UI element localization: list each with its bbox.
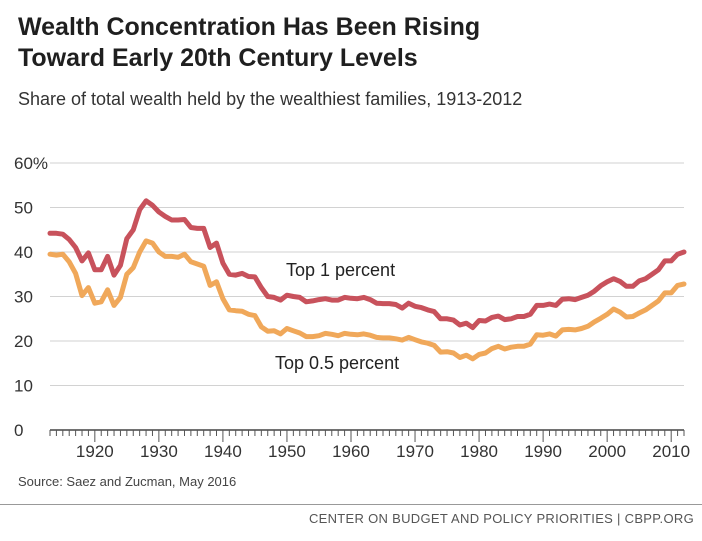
y-tick-label-30: 30 bbox=[14, 288, 33, 307]
x-tick-label-1960: 1960 bbox=[332, 442, 370, 461]
chart-title-line-2: Toward Early 20th Century Levels bbox=[18, 44, 418, 72]
x-tick-label-1940: 1940 bbox=[204, 442, 242, 461]
y-tick-label-0: 0 bbox=[14, 421, 23, 440]
x-tick-label-1990: 1990 bbox=[524, 442, 562, 461]
chart-subtitle: Share of total wealth held by the wealth… bbox=[18, 89, 523, 109]
y-tick-label-10: 10 bbox=[14, 377, 33, 396]
y-tick-label-20: 20 bbox=[14, 332, 33, 351]
x-tick-label-1970: 1970 bbox=[396, 442, 434, 461]
chart-title-line-1: Wealth Concentration Has Been Rising bbox=[18, 13, 481, 41]
label-top-1-percent: Top 1 percent bbox=[286, 260, 395, 280]
series-line-top-1-percent bbox=[47, 198, 687, 331]
x-tick-label-2010: 2010 bbox=[652, 442, 690, 461]
x-tick-label-1920: 1920 bbox=[76, 442, 114, 461]
x-tick-label-1950: 1950 bbox=[268, 442, 306, 461]
y-tick-label-60: 60% bbox=[14, 154, 48, 173]
y-axis-labels: 0 10 20 30 40 50 60% bbox=[14, 154, 48, 440]
y-tick-label-50: 50 bbox=[14, 199, 33, 218]
series-line-top-0-5-percent bbox=[47, 238, 687, 362]
label-top-0-5-percent: Top 0.5 percent bbox=[275, 353, 399, 373]
chart-title: Wealth Concentration Has Been Rising Tow… bbox=[18, 12, 688, 74]
footer-credit: CENTER ON BUDGET AND POLICY PRIORITIES |… bbox=[308, 511, 694, 526]
source-note: Source: Saez and Zucman, May 2016 bbox=[18, 474, 237, 489]
footer-divider bbox=[0, 504, 702, 505]
x-tick-label-1980: 1980 bbox=[460, 442, 498, 461]
x-tick-label-1930: 1930 bbox=[140, 442, 178, 461]
x-axis: 1920 1930 1940 1950 1960 1970 1980 1990 2000 2010 bbox=[49, 429, 690, 461]
series-lines bbox=[47, 198, 687, 362]
x-tick-label-2000: 2000 bbox=[588, 442, 626, 461]
y-tick-label-40: 40 bbox=[14, 243, 33, 262]
